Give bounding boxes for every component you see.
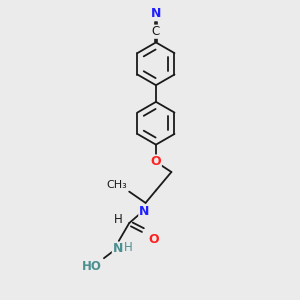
Text: O: O bbox=[148, 233, 159, 246]
Text: H: H bbox=[124, 241, 133, 254]
Text: N: N bbox=[112, 242, 123, 255]
Text: N: N bbox=[151, 7, 161, 20]
Text: HO: HO bbox=[82, 260, 102, 273]
Text: C: C bbox=[152, 25, 160, 38]
Text: CH₃: CH₃ bbox=[106, 180, 127, 190]
Text: H: H bbox=[114, 213, 123, 226]
Text: N: N bbox=[139, 205, 149, 218]
Text: O: O bbox=[151, 155, 161, 168]
